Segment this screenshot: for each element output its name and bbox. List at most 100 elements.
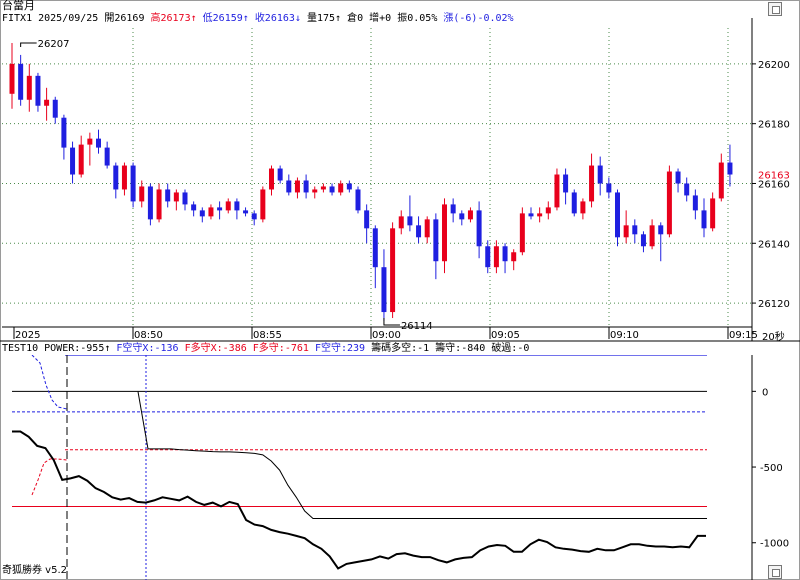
candle-body	[182, 192, 188, 205]
candle-body	[234, 201, 240, 211]
candle-body	[623, 225, 629, 238]
candle-body	[511, 252, 517, 262]
time-tick-label: 09:10	[610, 330, 639, 341]
candlestick-chart[interactable]: 26120 26140 26160 26180 26200 2025 08:50 08:55 0…	[0, 0, 800, 345]
indicator-tick-label: -500	[760, 463, 783, 474]
candle-body	[666, 171, 672, 235]
candle-body	[563, 174, 569, 193]
candle-body	[260, 189, 266, 220]
candle-body	[312, 189, 318, 193]
candle-body	[35, 75, 41, 106]
f-short-x-curve	[31, 355, 68, 410]
candle-body	[502, 246, 508, 262]
candle-body	[96, 138, 101, 148]
indicator-info-bar: TEST10 POWER:-955↑ F空守X:-136 F多守X:-386 F…	[2, 343, 529, 355]
candle-body	[26, 75, 32, 100]
candle-body	[61, 117, 67, 148]
candle-body	[727, 162, 733, 175]
indicator-f-long: F多守:-761	[252, 343, 309, 354]
candle-body	[701, 210, 707, 229]
quote-info-bar: FITX1 2025/09/25 開26169 高26173↑ 低26159↑ …	[2, 13, 514, 25]
low-annotation: 26114	[401, 321, 433, 332]
candle-body	[225, 201, 231, 211]
high-annotation: 26207	[38, 39, 70, 50]
candle-body	[519, 213, 525, 253]
chart-scroll-button-top[interactable]	[768, 2, 782, 16]
candle-body	[433, 219, 439, 262]
candle-body	[459, 213, 465, 220]
candle-body	[450, 204, 456, 214]
time-tick-label: 2025	[15, 330, 40, 341]
candle-body	[165, 189, 171, 202]
candle-body	[364, 210, 370, 229]
low-price: 低26159↑	[202, 13, 249, 24]
candle-body	[113, 165, 119, 190]
high-marker	[20, 42, 37, 47]
candle-body	[424, 219, 430, 238]
candle-body	[286, 180, 292, 193]
candle-body	[493, 246, 499, 268]
candle-body	[294, 180, 300, 193]
candle-body	[597, 165, 603, 184]
candle-body	[346, 183, 352, 190]
low-marker	[383, 318, 400, 326]
candle-body	[580, 201, 586, 214]
oi-change: 增+0	[369, 13, 392, 24]
candle-body	[407, 216, 413, 226]
high-price: 高26173↑	[150, 13, 197, 24]
candle-body	[554, 174, 560, 208]
candle-body	[139, 186, 145, 202]
candle-body	[485, 246, 491, 268]
price-tick-label: 26140	[758, 239, 790, 250]
candle-body	[121, 165, 127, 190]
candle-body	[269, 168, 274, 190]
candle-body	[537, 213, 543, 217]
chart-scroll-button-bottom[interactable]	[768, 565, 782, 579]
candle-body	[87, 138, 93, 145]
indicator-chip: 籌碼多空:-1	[371, 343, 430, 354]
candle-body	[9, 63, 15, 94]
price-tick-label: 26180	[758, 120, 790, 131]
app-footer: 奇狐勝券 v5.2	[2, 565, 67, 576]
candle-body	[658, 225, 664, 235]
time-tick-label: 09:00	[372, 330, 401, 341]
volume: 量175↑	[306, 13, 342, 24]
candle-body	[589, 165, 595, 202]
price-tick-label: 26160	[758, 179, 790, 190]
window-title: 台當月	[2, 0, 35, 12]
candle-body	[649, 225, 655, 247]
candle-body	[528, 213, 534, 217]
last-price-label: 26163	[758, 171, 790, 182]
price-tick-label: 26120	[758, 299, 790, 310]
candle-body	[640, 234, 646, 247]
candle-body	[710, 198, 716, 229]
candle-body	[442, 204, 447, 262]
indicator-break: 破過:-0	[491, 343, 530, 354]
price-tick-label: 26200	[758, 60, 790, 71]
candle-body	[467, 210, 473, 220]
symbol-date: FITX1 2025/09/25	[2, 13, 99, 24]
candle-body	[44, 99, 50, 106]
candle-body	[173, 192, 179, 202]
candle-body	[130, 165, 136, 202]
candle-body	[571, 192, 577, 214]
candle-body	[476, 210, 482, 247]
candle-body	[338, 183, 344, 193]
amplitude: 振0.05%	[397, 13, 438, 24]
candle-body	[147, 186, 153, 220]
candle-body	[251, 213, 257, 220]
indicator-chart[interactable]: 0 -500 -1000	[0, 355, 800, 580]
candle-body	[208, 207, 214, 217]
candle-body	[18, 63, 24, 100]
time-tick-label: 08:50	[134, 330, 163, 341]
candle-body	[243, 210, 249, 214]
candle-body	[675, 171, 681, 184]
candle-body	[329, 186, 335, 193]
candle-body	[191, 204, 197, 211]
candle-body	[372, 228, 378, 268]
interval-label: 20秒	[762, 330, 785, 343]
time-tick-label: 09:05	[491, 330, 520, 341]
close-price: 收26163↓	[254, 13, 301, 24]
candle-body	[390, 228, 396, 313]
candle-body	[355, 189, 361, 211]
